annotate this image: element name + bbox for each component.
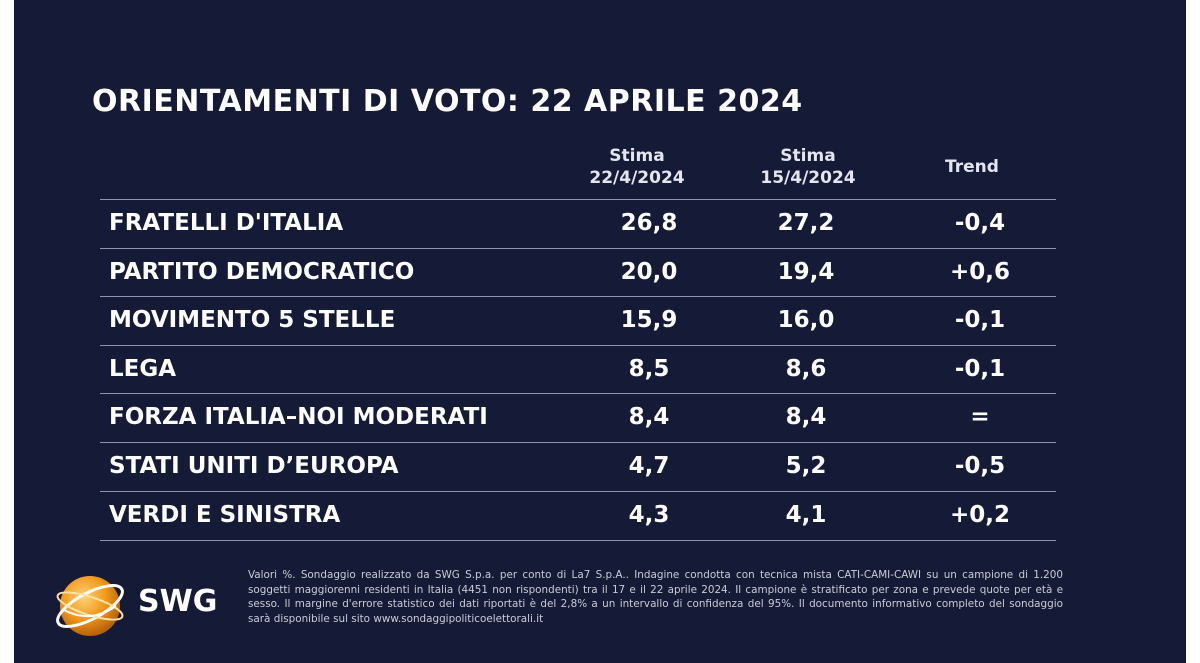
logo-text: SWG — [138, 584, 218, 619]
table-bottom-rule — [100, 540, 1056, 541]
party-name: VERDI E SINISTRA — [109, 502, 341, 528]
column-header-previous: Stima 15/4/2024 — [733, 145, 883, 189]
trend-value: -0,5 — [954, 453, 1006, 479]
methodology-note: Valori %. Sondaggio realizzato da SWG S.… — [248, 569, 1063, 625]
column-header-current-line2: 22/4/2024 — [589, 168, 685, 188]
globe-icon — [56, 576, 124, 636]
table-row: FRATELLI D'ITALIA 26,8 27,2 -0,4 — [100, 199, 1056, 249]
trend-value: +0,2 — [949, 502, 1010, 528]
previous-estimate: 8,6 — [785, 356, 827, 382]
trend-value: -0,4 — [954, 210, 1006, 236]
party-name: PARTITO DEMOCRATICO — [109, 259, 415, 285]
column-header-trend: Trend — [922, 156, 1022, 178]
current-estimate: 4,7 — [628, 453, 670, 479]
party-name: FORZA ITALIA–NOI MODERATI — [109, 404, 488, 430]
previous-estimate: 27,2 — [777, 210, 835, 236]
party-name: MOVIMENTO 5 STELLE — [109, 307, 396, 333]
current-estimate: 4,3 — [628, 502, 670, 528]
current-estimate: 15,9 — [620, 307, 678, 333]
party-name: LEGA — [109, 356, 177, 382]
chart-title: ORIENTAMENTI DI VOTO: 22 APRILE 2024 — [92, 84, 803, 119]
table-row: FORZA ITALIA–NOI MODERATI 8,4 8,4 = — [100, 393, 1056, 443]
current-estimate: 26,8 — [620, 210, 678, 236]
column-header-previous-line2: 15/4/2024 — [760, 168, 856, 188]
party-name: STATI UNITI D’EUROPA — [109, 453, 399, 479]
column-header-previous-line1: Stima — [780, 146, 836, 166]
table-row: STATI UNITI D’EUROPA 4,7 5,2 -0,5 — [100, 442, 1056, 492]
previous-estimate: 16,0 — [777, 307, 835, 333]
table-row: VERDI E SINISTRA 4,3 4,1 +0,2 — [100, 491, 1056, 541]
previous-estimate: 19,4 — [777, 259, 835, 285]
table-row: PARTITO DEMOCRATICO 20,0 19,4 +0,6 — [100, 248, 1056, 298]
previous-estimate: 5,2 — [785, 453, 827, 479]
table-row: LEGA 8,5 8,6 -0,1 — [100, 345, 1056, 395]
current-estimate: 20,0 — [620, 259, 678, 285]
swg-logo: SWG — [50, 566, 250, 646]
trend-value: -0,1 — [954, 307, 1006, 333]
column-header-current-line1: Stima — [609, 146, 665, 166]
previous-estimate: 8,4 — [785, 404, 827, 430]
trend-value: -0,1 — [954, 356, 1006, 382]
current-estimate: 8,4 — [628, 404, 670, 430]
trend-value: +0,6 — [949, 259, 1010, 285]
party-name: FRATELLI D'ITALIA — [109, 210, 344, 236]
current-estimate: 8,5 — [628, 356, 670, 382]
column-header-trend-label: Trend — [945, 157, 999, 177]
trend-value: = — [970, 404, 990, 430]
poll-screen: ORIENTAMENTI DI VOTO: 22 APRILE 2024 Sti… — [14, 0, 1186, 663]
column-header-current: Stima 22/4/2024 — [562, 145, 712, 189]
previous-estimate: 4,1 — [785, 502, 827, 528]
table-row: MOVIMENTO 5 STELLE 15,9 16,0 -0,1 — [100, 296, 1056, 346]
